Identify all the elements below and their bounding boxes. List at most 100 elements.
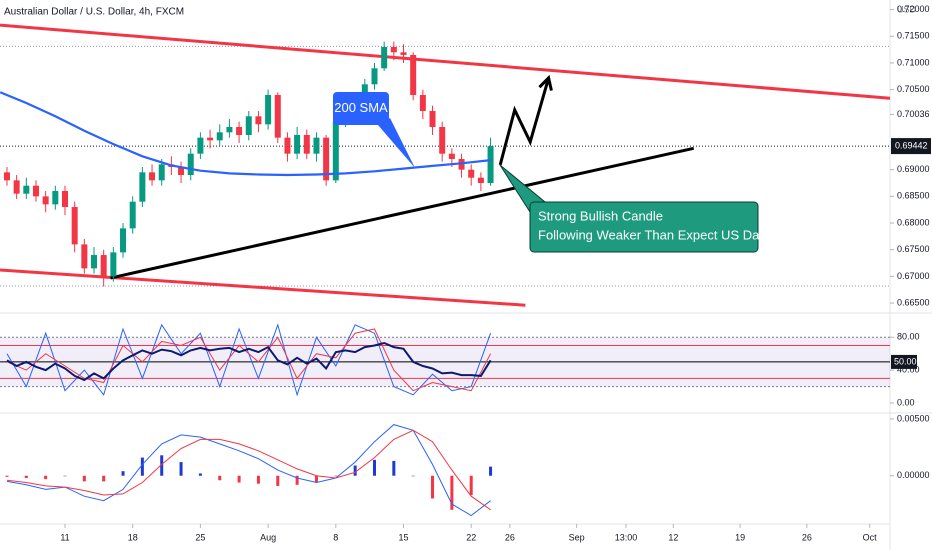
candle-body <box>477 177 484 184</box>
x-tick-label: 25 <box>195 532 205 542</box>
histogram-bar <box>489 466 493 476</box>
candle-body <box>284 137 291 154</box>
callout-text: Following Weaker Than Expect US Data <box>538 227 771 242</box>
candle-body <box>245 116 252 135</box>
candle-body <box>448 153 455 160</box>
callout-text: Strong Bullish Candle <box>538 208 663 223</box>
candle-body <box>81 244 88 269</box>
histogram-bar <box>218 475 222 481</box>
chart-title: Australian Dollar / U.S. Dollar, 4h, FXC… <box>4 7 184 18</box>
histogram-bar <box>276 475 280 486</box>
y-tick-label: 80.00 <box>897 332 920 342</box>
currency: USD <box>897 4 917 14</box>
candle-body <box>42 196 49 205</box>
histogram-bar <box>334 475 338 477</box>
y-tick-label: 0.68000 <box>897 217 930 227</box>
sma-line <box>0 91 491 177</box>
histogram-bar <box>102 475 106 482</box>
candle-body <box>197 137 204 154</box>
candle-body <box>13 180 20 194</box>
candle-body <box>371 68 378 85</box>
y-tick-label: 0.68500 <box>897 191 930 201</box>
candle-body <box>274 94 281 138</box>
x-tick-label: 19 <box>735 532 745 542</box>
histogram-bar <box>160 455 164 476</box>
histogram-bar <box>256 475 260 484</box>
histogram-bar <box>314 475 318 483</box>
candle-body <box>178 167 185 176</box>
candle-body <box>419 94 426 111</box>
candle-body <box>226 126 233 133</box>
histogram-bar <box>469 475 473 496</box>
arrow-head <box>538 74 553 91</box>
candle-body <box>61 191 68 208</box>
candle-body <box>120 228 127 253</box>
y-tick-label: 0.71500 <box>897 31 930 41</box>
candle-body <box>158 164 165 181</box>
y-tick-label: 0.70036 <box>897 109 930 119</box>
histogram-bar <box>353 465 357 476</box>
candle-body <box>100 255 107 277</box>
callout-box <box>333 92 389 125</box>
histogram-bar <box>63 475 67 477</box>
x-tick-label: 12 <box>668 532 678 542</box>
candle-body <box>439 126 446 154</box>
candle-body <box>23 185 30 194</box>
y-tick-label: 0.00000 <box>897 470 930 480</box>
histogram-bar <box>5 475 9 477</box>
trend-line <box>498 77 551 166</box>
trend-line <box>110 146 695 280</box>
trend-line <box>0 23 891 100</box>
candle-body <box>255 116 262 125</box>
candle-body <box>52 191 59 205</box>
candle-body <box>313 137 320 154</box>
y-tick-label: 0.00 <box>897 397 915 407</box>
histogram-bar <box>431 475 435 499</box>
y-tick-label: 0.00500 <box>897 413 930 423</box>
candle-body <box>207 137 214 141</box>
y-tick-label: 0.70500 <box>897 84 930 94</box>
level-label: 50.00 <box>894 356 917 366</box>
x-tick-label: 8 <box>333 532 338 542</box>
callout-box <box>529 201 759 253</box>
x-tick-label: Oct <box>863 532 878 542</box>
trend-line <box>0 268 526 307</box>
histogram-bar <box>121 471 125 476</box>
callout-pointer <box>378 118 415 168</box>
y-tick-label: 0.67500 <box>897 244 930 254</box>
histogram-bar <box>392 460 396 476</box>
candle-body <box>129 201 136 229</box>
candle-body <box>139 172 146 202</box>
candle-body <box>32 185 39 197</box>
x-tick-label: 18 <box>128 532 138 542</box>
x-tick-label: 22 <box>466 532 476 542</box>
candle-body <box>294 134 301 154</box>
candle-body <box>265 94 272 125</box>
candle-body <box>381 46 388 69</box>
y-tick-label: 0.71000 <box>897 57 930 67</box>
y-tick-label: 0.66500 <box>897 297 930 307</box>
callout-text: 200 SMA <box>334 100 388 115</box>
histogram-bar <box>372 459 376 476</box>
histogram-bar <box>237 475 241 483</box>
candle-body <box>187 153 194 176</box>
level-label-box <box>891 354 917 369</box>
stoch-line <box>6 328 492 392</box>
candle-body <box>303 134 310 154</box>
rsi-line <box>6 341 492 382</box>
last-price-box <box>891 138 931 155</box>
histogram-bar <box>24 475 28 478</box>
candle-body <box>149 172 156 181</box>
x-tick-label: 13:00 <box>615 532 638 542</box>
x-tick-label: 11 <box>60 532 69 542</box>
x-tick-label: 26 <box>505 532 515 542</box>
candle-body <box>410 54 417 95</box>
histogram-bar <box>140 457 144 476</box>
y-tick-label: 0.69000 <box>897 164 930 174</box>
x-tick-label: 26 <box>802 532 812 542</box>
candle-body <box>236 126 243 135</box>
histogram-bar <box>295 475 299 485</box>
y-tick-label: 40.00 <box>897 365 920 375</box>
